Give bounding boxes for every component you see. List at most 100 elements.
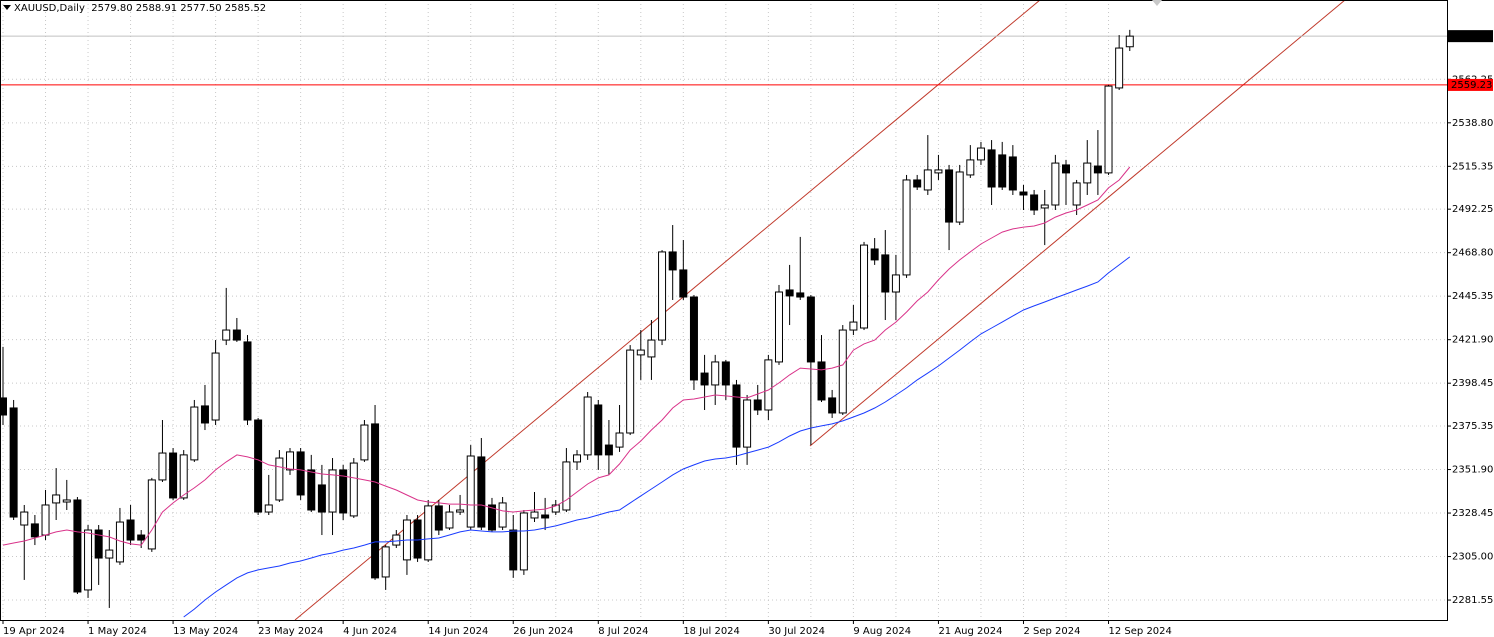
x-tick-label: 2 Sep 2024	[1023, 626, 1080, 637]
candle-body	[20, 511, 29, 526]
candle-body	[1115, 47, 1124, 89]
candle-body	[849, 321, 858, 331]
candle-body	[94, 529, 103, 559]
candle-body	[1104, 85, 1113, 174]
candle-body	[870, 248, 879, 261]
candle-body	[328, 469, 337, 513]
y-tick-label: 2538.80	[1452, 118, 1493, 129]
candle-body	[456, 509, 465, 513]
candle-body	[158, 452, 167, 481]
candle-body	[987, 149, 996, 188]
candle-body	[913, 179, 922, 188]
candle-body	[509, 529, 518, 571]
candle-body	[254, 419, 263, 513]
price-line-label-box	[1448, 78, 1493, 91]
y-tick-label: 2328.45	[1452, 508, 1493, 519]
candle-body	[222, 329, 231, 341]
candle-body	[52, 494, 61, 504]
candle-body	[753, 399, 762, 411]
trend-line	[294, 0, 1041, 621]
y-tick-label: 2375.35	[1452, 421, 1493, 432]
candle-body	[976, 147, 985, 161]
x-tick-label: 30 Jul 2024	[768, 626, 825, 637]
y-tick-label: 2492.25	[1452, 204, 1493, 215]
candle-body	[105, 549, 114, 559]
x-tick-label: 19 Apr 2024	[3, 626, 65, 637]
y-tick-label: 2351.90	[1452, 465, 1493, 476]
candle-body	[1008, 156, 1017, 191]
candle-body	[349, 462, 358, 517]
shift-marker	[1152, 0, 1162, 6]
candle-body	[764, 359, 773, 411]
x-tick-label: 12 Sep 2024	[1109, 626, 1172, 637]
candle-body	[381, 546, 390, 578]
candle-body	[190, 406, 199, 461]
candle-body	[604, 444, 613, 456]
candle-body	[679, 269, 688, 298]
candle-body	[286, 451, 295, 471]
candle-body	[466, 455, 475, 528]
candle-body	[232, 329, 241, 341]
plot-area	[0, 29, 1447, 618]
candle-body	[1030, 194, 1039, 211]
candle-body	[743, 399, 752, 448]
candle-body	[9, 407, 18, 518]
y-tick-label: 2398.45	[1452, 378, 1493, 389]
candle-body	[169, 452, 178, 499]
candle-body	[264, 504, 273, 513]
candle-body	[360, 424, 369, 461]
candle-body	[126, 519, 135, 541]
candle-body	[1019, 191, 1028, 196]
candle-body	[902, 179, 911, 276]
moving-average-line	[183, 256, 1131, 618]
candle-body	[200, 405, 209, 424]
candle-body	[147, 479, 156, 550]
candle-body	[551, 504, 560, 513]
candle-body	[296, 451, 305, 496]
candle-body	[1051, 162, 1060, 206]
candle-body	[998, 154, 1007, 188]
candle-body	[41, 504, 50, 536]
candle-body	[796, 292, 805, 298]
candle-body	[73, 499, 82, 593]
x-tick-label: 13 May 2024	[173, 626, 238, 637]
plot-frame	[0, 0, 1448, 621]
candle-body	[966, 159, 975, 176]
candle-body	[711, 361, 720, 386]
candle-body	[30, 523, 39, 538]
candle-body	[594, 404, 603, 456]
candle-body	[339, 469, 348, 514]
x-tick-label: 8 Jul 2024	[598, 626, 648, 637]
y-tick-label: 2515.35	[1452, 161, 1493, 172]
candle-body	[530, 511, 539, 519]
candle-body	[891, 274, 900, 293]
candle-body	[923, 169, 932, 191]
candle-body	[1093, 165, 1102, 174]
candle-body	[62, 499, 71, 503]
candle-body	[179, 454, 188, 499]
y-tick-label: 2445.35	[1452, 291, 1493, 302]
candle-body	[0, 397, 7, 416]
candle-body	[658, 251, 667, 341]
candle-body	[1040, 204, 1049, 209]
candle-body	[647, 339, 656, 358]
candle-body	[626, 349, 635, 434]
y-tick-label: 2468.80	[1452, 248, 1493, 259]
moving-average-line	[2, 166, 1131, 546]
price-line-label: 2559.23	[1451, 80, 1492, 91]
x-tick-label: 9 Aug 2024	[853, 626, 911, 637]
x-tick-label: 26 Jun 2024	[513, 626, 573, 637]
candle-body	[732, 384, 741, 448]
candle-body	[434, 505, 443, 531]
x-tick-label: 23 May 2024	[258, 626, 323, 637]
candle-body	[774, 291, 783, 363]
x-tick-label: 18 Jul 2024	[683, 626, 740, 637]
candle-body	[211, 352, 220, 421]
candle-body	[477, 456, 486, 528]
candle-body	[806, 296, 815, 363]
candle-body	[487, 504, 496, 531]
candle-body	[668, 251, 677, 271]
candle-body	[860, 244, 869, 329]
